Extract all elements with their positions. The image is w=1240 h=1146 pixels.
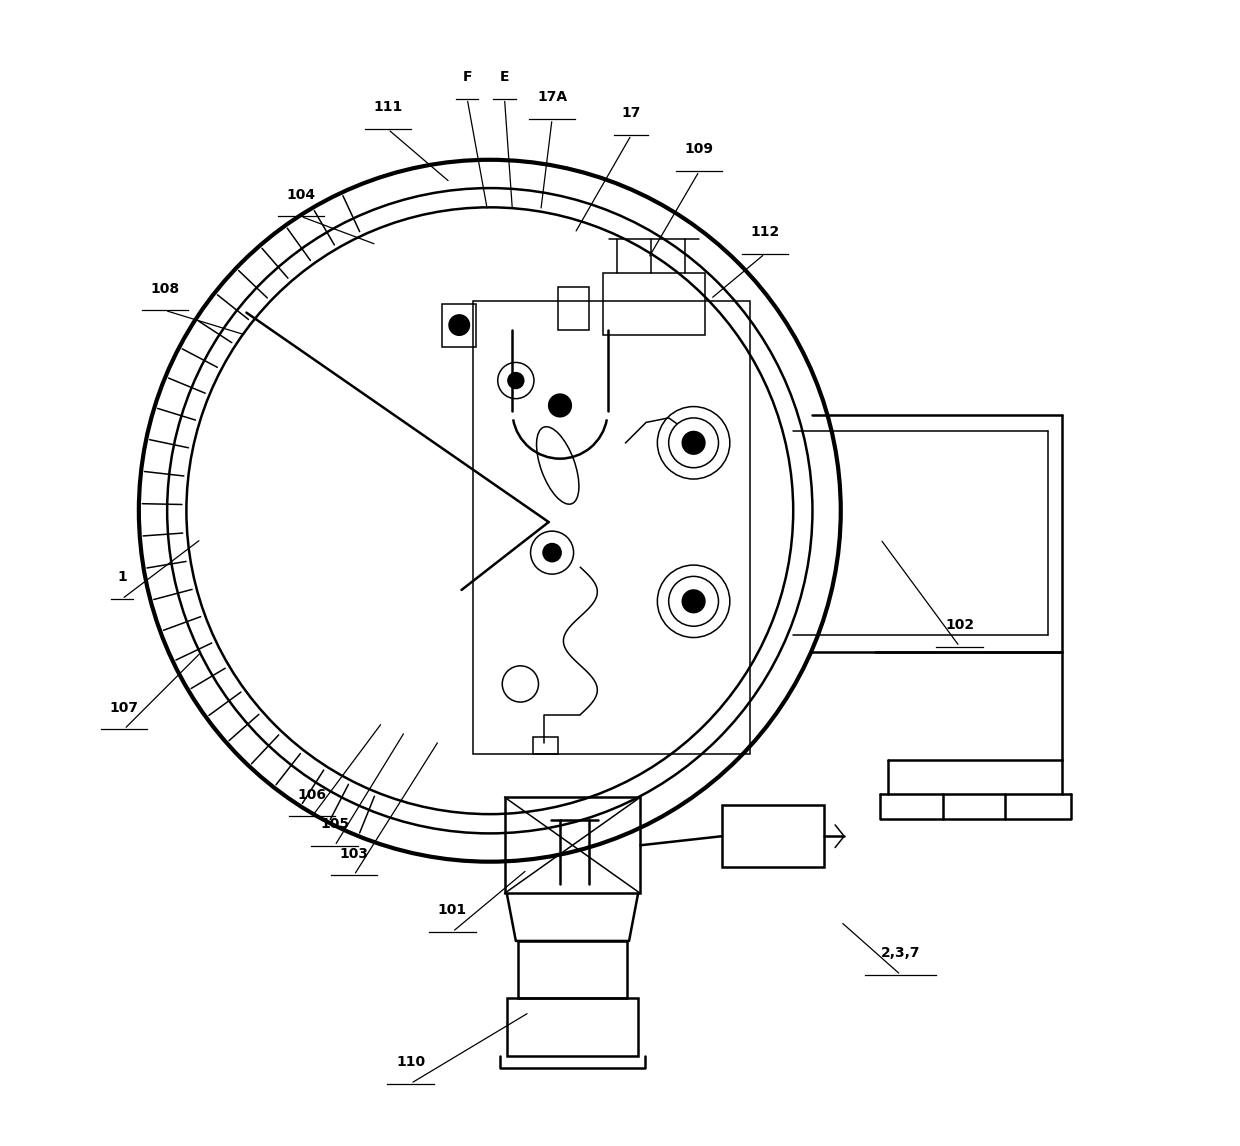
Circle shape [682,590,704,613]
Bar [443,304,476,346]
Circle shape [548,394,572,417]
Text: 108: 108 [150,282,180,296]
Circle shape [668,418,718,468]
Text: 102: 102 [945,618,975,631]
Bar [505,798,640,894]
Text: 112: 112 [750,225,780,240]
Text: 103: 103 [340,847,368,861]
Circle shape [508,372,523,388]
Bar [722,806,823,868]
Text: 101: 101 [438,903,467,917]
Circle shape [543,543,562,562]
Circle shape [449,315,470,336]
Text: 111: 111 [373,101,403,115]
Text: 107: 107 [109,700,139,714]
Text: 109: 109 [684,142,714,156]
Text: 106: 106 [298,787,326,802]
Text: 2,3,7: 2,3,7 [880,947,920,960]
Bar [518,941,626,997]
Bar [472,301,750,754]
Bar [533,737,558,754]
Text: 104: 104 [286,188,315,202]
Text: 105: 105 [320,817,350,831]
Bar [507,997,639,1057]
Text: F: F [463,70,472,84]
Text: 110: 110 [396,1054,425,1069]
Circle shape [682,432,704,454]
Text: 17A: 17A [537,91,567,104]
Bar [558,286,589,330]
Text: 1: 1 [117,571,126,584]
Circle shape [668,576,718,626]
Text: E: E [500,70,510,84]
Bar [603,273,704,336]
Text: 17: 17 [621,107,641,120]
